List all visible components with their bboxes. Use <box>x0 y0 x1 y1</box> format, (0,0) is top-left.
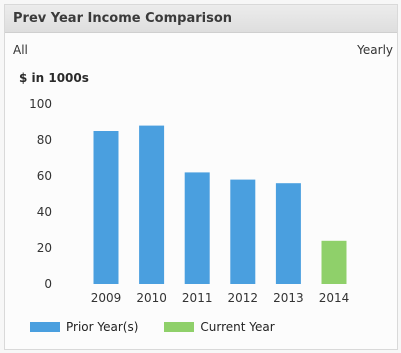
bar-2009[interactable] <box>93 131 119 284</box>
y-tick-label: 100 <box>29 97 52 111</box>
x-tick-label: 2009 <box>91 291 122 305</box>
legend-item-prior: Prior Year(s) <box>30 320 138 334</box>
chart-panel: Prev Year Income Comparison All Yearly $… <box>4 4 398 350</box>
x-tick-label: 2013 <box>273 291 304 305</box>
legend-label-current: Current Year <box>200 320 275 334</box>
y-tick-label: 20 <box>37 241 52 255</box>
legend-label-prior: Prior Year(s) <box>66 320 139 334</box>
units-label: $ in 1000s <box>19 71 89 85</box>
y-tick-label: 80 <box>37 133 52 147</box>
chart-legend: Prior Year(s) Current Year <box>30 320 301 334</box>
legend-swatch-prior <box>30 322 60 332</box>
bar-2014[interactable] <box>321 240 347 284</box>
x-tick-label: 2014 <box>319 291 350 305</box>
bar-2010[interactable] <box>139 125 165 284</box>
panel-title: Prev Year Income Comparison <box>13 11 233 26</box>
bar-2012[interactable] <box>230 179 256 284</box>
filter-all[interactable]: All <box>13 43 28 57</box>
filter-yearly[interactable]: Yearly <box>357 43 393 57</box>
y-tick-label: 60 <box>37 169 52 183</box>
x-tick-label: 2010 <box>136 291 167 305</box>
y-tick-label: 0 <box>44 277 52 291</box>
y-tick-label: 40 <box>37 205 52 219</box>
bar-2011[interactable] <box>184 172 210 284</box>
x-tick-label: 2011 <box>182 291 213 305</box>
bar-2013[interactable] <box>275 183 301 284</box>
panel-header: Prev Year Income Comparison <box>5 5 397 33</box>
x-tick-label: 2012 <box>228 291 259 305</box>
legend-item-current: Current Year <box>164 320 275 334</box>
legend-swatch-current <box>164 322 195 332</box>
